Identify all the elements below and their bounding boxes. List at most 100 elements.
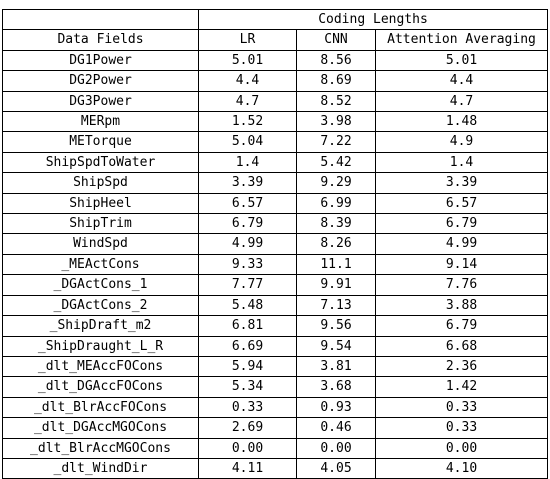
attention-value-cell: 7.76 <box>375 274 548 296</box>
field-name-cell: _dlt_DGAccMGOCons <box>2 417 199 439</box>
group-header-row: Coding Lengths <box>2 8 548 31</box>
empty-corner-cell <box>2 8 199 31</box>
attention-value-cell: 9.14 <box>375 253 548 276</box>
table-row: _MEActCons 9.33 11.1 9.14 <box>2 253 548 276</box>
table-row: _DGActCons_1 7.77 9.91 7.76 <box>2 274 548 296</box>
field-name-cell: METorque <box>2 131 199 153</box>
lr-value-cell: 4.99 <box>198 233 297 255</box>
field-name-cell: _dlt_WindDir <box>2 457 199 479</box>
lr-value-cell: 6.69 <box>198 335 297 357</box>
field-name-cell: ShipHeel <box>2 192 199 215</box>
lr-header-cell: LR <box>198 29 297 51</box>
attention-value-cell: 1.42 <box>375 376 548 398</box>
attention-value-cell: 4.7 <box>375 90 548 113</box>
lr-value-cell: 1.4 <box>198 151 297 174</box>
table-row: _ShipDraught_L_R 6.69 9.54 6.68 <box>2 335 548 357</box>
field-name-cell: DG1Power <box>2 49 199 72</box>
field-name-cell: _dlt_DGAccFOCons <box>2 376 199 398</box>
field-name-cell: DG3Power <box>2 90 199 113</box>
attention-value-cell: 6.79 <box>375 315 548 337</box>
attention-value-cell: 0.00 <box>375 437 548 459</box>
cnn-value-cell: 7.13 <box>296 294 376 317</box>
table-row: ShipSpd 3.39 9.29 3.39 <box>2 172 548 194</box>
attention-value-cell: 1.48 <box>375 111 548 133</box>
attention-value-cell: 4.99 <box>375 233 548 255</box>
attention-value-cell: 6.68 <box>375 335 548 357</box>
attention-value-cell: 3.39 <box>375 172 548 194</box>
table-row: _DGActCons_2 5.48 7.13 3.88 <box>2 294 548 317</box>
lr-value-cell: 7.77 <box>198 274 297 296</box>
field-name-cell: _dlt_MEAccFOCons <box>2 355 199 378</box>
lr-value-cell: 3.39 <box>198 172 297 194</box>
field-name-cell: _ShipDraft_m2 <box>2 315 199 337</box>
lr-value-cell: 4.7 <box>198 90 297 113</box>
cnn-value-cell: 3.98 <box>296 111 376 133</box>
lr-value-cell: 6.81 <box>198 315 297 337</box>
lr-value-cell: 6.57 <box>198 192 297 215</box>
cnn-value-cell: 3.68 <box>296 376 376 398</box>
field-name-cell: _MEActCons <box>2 253 199 276</box>
cnn-value-cell: 0.00 <box>296 437 376 459</box>
cnn-value-cell: 8.56 <box>296 49 376 72</box>
cnn-value-cell: 5.42 <box>296 151 376 174</box>
cnn-value-cell: 6.99 <box>296 192 376 215</box>
lr-value-cell: 4.11 <box>198 457 297 479</box>
table-row: _dlt_MEAccFOCons 5.94 3.81 2.36 <box>2 355 548 378</box>
cnn-value-cell: 8.26 <box>296 233 376 255</box>
lr-value-cell: 5.04 <box>198 131 297 153</box>
field-name-cell: ShipSpd <box>2 172 199 194</box>
lr-value-cell: 5.94 <box>198 355 297 378</box>
attention-value-cell: 5.01 <box>375 49 548 72</box>
cnn-value-cell: 9.54 <box>296 335 376 357</box>
table-row: WindSpd 4.99 8.26 4.99 <box>2 233 548 255</box>
table-row: ShipSpdToWater 1.4 5.42 1.4 <box>2 151 548 174</box>
table-row: MERpm 1.52 3.98 1.48 <box>2 111 548 133</box>
field-name-cell: DG2Power <box>2 70 199 92</box>
cnn-value-cell: 7.22 <box>296 131 376 153</box>
attention-value-cell: 1.4 <box>375 151 548 174</box>
cnn-value-cell: 9.56 <box>296 315 376 337</box>
table-row: METorque 5.04 7.22 4.9 <box>2 131 548 153</box>
group-header-cell: Coding Lengths <box>198 8 548 31</box>
lr-value-cell: 5.34 <box>198 376 297 398</box>
table-row: DG3Power 4.7 8.52 4.7 <box>2 90 548 113</box>
lr-value-cell: 9.33 <box>198 253 297 276</box>
cnn-value-cell: 0.93 <box>296 396 376 419</box>
table-row: _dlt_DGAccFOCons 5.34 3.68 1.42 <box>2 376 548 398</box>
field-name-cell: ShipSpdToWater <box>2 151 199 174</box>
table-row: DG2Power 4.4 8.69 4.4 <box>2 70 548 92</box>
attention-value-cell: 4.4 <box>375 70 548 92</box>
lr-value-cell: 2.69 <box>198 417 297 439</box>
attention-value-cell: 6.57 <box>375 192 548 215</box>
cnn-value-cell: 9.91 <box>296 274 376 296</box>
cnn-value-cell: 4.05 <box>296 457 376 479</box>
field-name-cell: _DGActCons_2 <box>2 294 199 317</box>
table-row: DG1Power 5.01 8.56 5.01 <box>2 49 548 72</box>
attention-value-cell: 2.36 <box>375 355 548 378</box>
attention-value-cell: 0.33 <box>375 417 548 439</box>
cnn-value-cell: 8.52 <box>296 90 376 113</box>
table-row: _dlt_BlrAccFOCons 0.33 0.93 0.33 <box>2 396 548 419</box>
coding-lengths-table: Coding Lengths Data Fields LR CNN Attent… <box>2 8 548 479</box>
lr-value-cell: 5.48 <box>198 294 297 317</box>
lr-value-cell: 0.00 <box>198 437 297 459</box>
cnn-value-cell: 11.1 <box>296 253 376 276</box>
cnn-header-cell: CNN <box>296 29 376 51</box>
cnn-value-cell: 8.39 <box>296 213 376 235</box>
table-row: _dlt_BlrAccMGOCons 0.00 0.00 0.00 <box>2 437 548 459</box>
attention-value-cell: 4.9 <box>375 131 548 153</box>
table-row: ShipHeel 6.57 6.99 6.57 <box>2 192 548 215</box>
table-row: _dlt_DGAccMGOCons 2.69 0.46 0.33 <box>2 417 548 439</box>
lr-value-cell: 1.52 <box>198 111 297 133</box>
lr-value-cell: 5.01 <box>198 49 297 72</box>
field-name-cell: _dlt_BlrAccMGOCons <box>2 437 199 459</box>
column-header-row: Data Fields LR CNN Attention Averaging <box>2 29 548 51</box>
attention-value-cell: 0.33 <box>375 396 548 419</box>
field-name-cell: _dlt_BlrAccFOCons <box>2 396 199 419</box>
lr-value-cell: 6.79 <box>198 213 297 235</box>
field-name-cell: WindSpd <box>2 233 199 255</box>
cnn-value-cell: 0.46 <box>296 417 376 439</box>
field-name-cell: _DGActCons_1 <box>2 274 199 296</box>
lr-value-cell: 0.33 <box>198 396 297 419</box>
field-name-cell: _ShipDraught_L_R <box>2 335 199 357</box>
